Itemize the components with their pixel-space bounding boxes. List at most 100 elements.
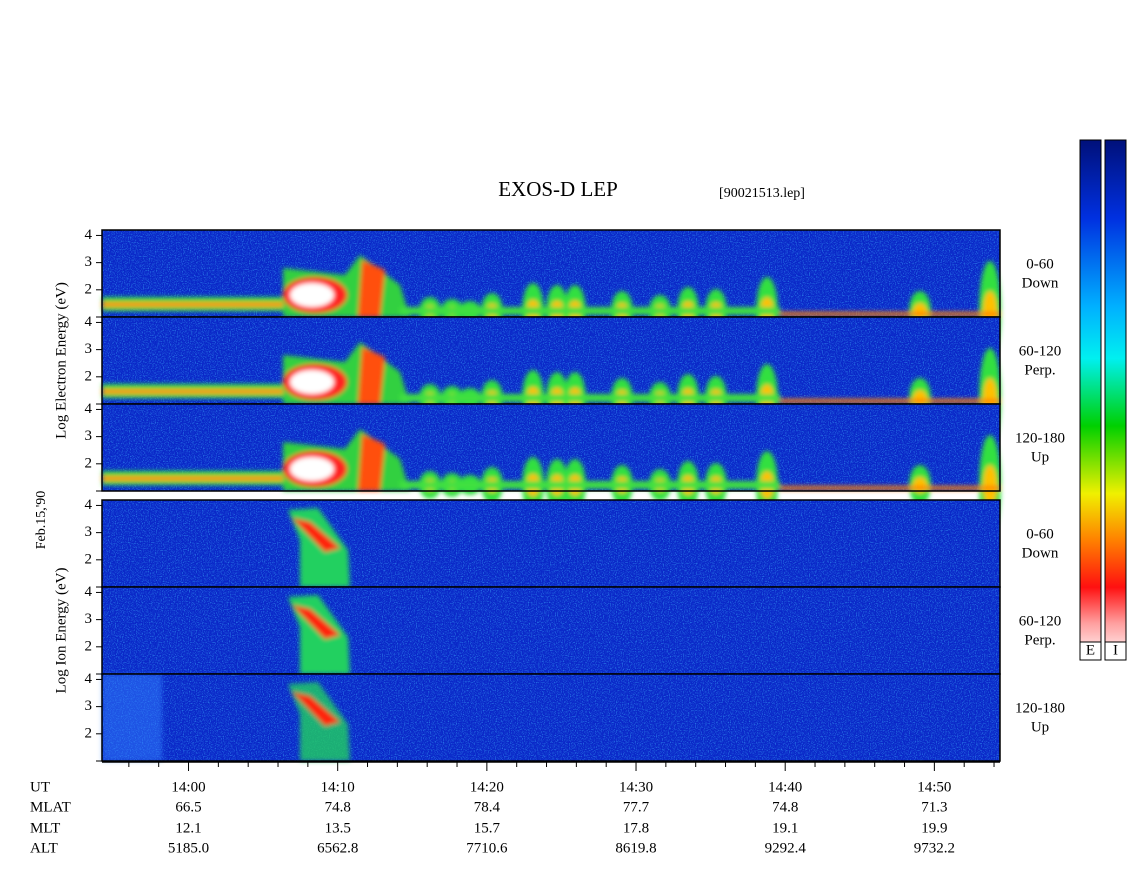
y-tick-label: 3 (85, 341, 93, 357)
ephemeris-value: 78.4 (474, 799, 501, 815)
y-tick-label: 2 (85, 455, 93, 471)
x-tick-label: 14:50 (917, 779, 951, 795)
feature (292, 692, 340, 726)
y-tick-label: 2 (85, 725, 93, 741)
feature (400, 481, 780, 489)
file-name: [90021513.lep] (719, 186, 805, 201)
feature (358, 260, 385, 317)
spectrogram-features (102, 342, 1001, 448)
pitch-label: 120-180 (1015, 700, 1065, 716)
spectrogram (102, 317, 1001, 448)
panel-frame (101, 673, 1001, 762)
pitch-label: 120-180 (1015, 430, 1065, 446)
ephemeris-name: UT (30, 779, 50, 795)
y-tick-label: 2 (85, 281, 93, 297)
y-tick-label: 4 (85, 671, 93, 687)
ephemeris-value: 13.5 (325, 820, 351, 836)
spectrogram-features (288, 595, 350, 674)
y-tick-label: 4 (85, 227, 93, 243)
direction-label: Up (1031, 449, 1049, 465)
ephemeris-value: 17.8 (623, 820, 649, 836)
colorbar (1079, 139, 1102, 661)
group-label: Log Ion Energy (eV) (53, 568, 69, 694)
panel-frame (101, 403, 1001, 492)
ephemeris-value: 19.1 (772, 820, 798, 836)
x-tick-label: 14:40 (768, 779, 802, 795)
direction-label: Up (1031, 719, 1049, 735)
feature (292, 605, 340, 639)
ephemeris-value: 15.7 (474, 820, 501, 836)
colorbar-box (1079, 641, 1102, 661)
date: Feb.15,'90 (34, 491, 49, 550)
feature (400, 307, 780, 315)
pitch-label: 60-120 (1019, 343, 1062, 359)
feature (102, 674, 162, 761)
ephemeris-value: 71.3 (921, 799, 947, 815)
y-tick-label: 4 (85, 584, 93, 600)
spectrogram-features (288, 508, 350, 587)
colorbar-label: I (1113, 642, 1118, 658)
y-tick-label: 3 (85, 524, 93, 540)
ephemeris-value: 12.1 (175, 820, 201, 836)
feature (400, 394, 780, 402)
spectrogram (102, 500, 1000, 587)
spectrogram-features (102, 429, 1001, 535)
y-tick-label: 3 (85, 254, 93, 270)
ephemeris-value: 9732.2 (914, 840, 955, 856)
y-tick-label: 4 (85, 497, 93, 513)
ephemeris-name: MLT (30, 820, 60, 836)
feature (102, 476, 285, 481)
x-tick-label: 14:20 (470, 779, 504, 795)
y-tick-label: 3 (85, 698, 93, 714)
y-tick-label: 2 (85, 638, 93, 654)
feature (358, 434, 385, 491)
colorbars: E I (1079, 139, 1127, 661)
ephemeris-value: 74.8 (325, 799, 351, 815)
colorbar-box (1104, 641, 1127, 661)
ephemeris-value: 19.9 (921, 820, 947, 836)
spectrogram-noise (102, 674, 1000, 761)
ephemeris-value: 6562.8 (317, 840, 358, 856)
colorbar-label: E (1086, 642, 1095, 658)
direction-label: Perp. (1024, 362, 1055, 378)
feature (102, 302, 285, 307)
feature (102, 389, 285, 394)
feature (292, 518, 340, 552)
feature (290, 283, 334, 307)
feature (780, 399, 1000, 403)
y-tick-label: 4 (85, 401, 93, 417)
feature (358, 347, 385, 404)
spectrogram-features (102, 674, 350, 761)
spectrogram (102, 674, 1000, 761)
group-label: Log Electron Energy (eV) (53, 282, 69, 439)
y-tick-label: 3 (85, 611, 93, 627)
ephemeris-value: 66.5 (175, 799, 201, 815)
feature (780, 312, 1000, 316)
ephemeris-value: 7710.6 (466, 840, 508, 856)
feature (983, 465, 997, 505)
ephemeris-value: 74.8 (772, 799, 798, 815)
ephemeris-value: 77.7 (623, 799, 650, 815)
y-tick-label: 4 (85, 314, 93, 330)
spectrogram-noise (102, 587, 1000, 674)
ephemeris-value: 5185.0 (168, 840, 209, 856)
ephemeris-value: 9292.4 (765, 840, 807, 856)
spectrogram-noise (102, 500, 1000, 587)
y-tick-label: 2 (85, 551, 93, 567)
ephemeris-value: 8619.8 (615, 840, 656, 856)
x-tick-label: 14:10 (321, 779, 355, 795)
pitch-label: 60-120 (1019, 613, 1062, 629)
pitch-label: 0-60 (1026, 256, 1054, 272)
pitch-label: 0-60 (1026, 526, 1054, 542)
feature (290, 457, 334, 481)
feature (780, 486, 1000, 490)
direction-label: Down (1022, 275, 1059, 291)
x-tick-label: 14:00 (171, 779, 205, 795)
colorbar (1104, 139, 1127, 661)
y-tick-label: 3 (85, 428, 93, 444)
spectrogram (102, 230, 1001, 361)
direction-label: Down (1022, 545, 1059, 561)
ephemeris-name: MLAT (30, 799, 71, 815)
x-tick-label: 14:30 (619, 779, 653, 795)
